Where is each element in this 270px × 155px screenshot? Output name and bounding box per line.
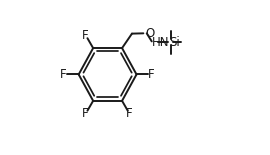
Text: F: F [126,107,133,120]
Text: F: F [60,68,67,81]
Text: F: F [82,29,89,42]
Text: HN: HN [152,36,169,49]
Text: F: F [148,68,155,81]
Text: Si: Si [169,36,180,49]
Text: F: F [82,107,89,120]
Text: O: O [145,27,154,40]
